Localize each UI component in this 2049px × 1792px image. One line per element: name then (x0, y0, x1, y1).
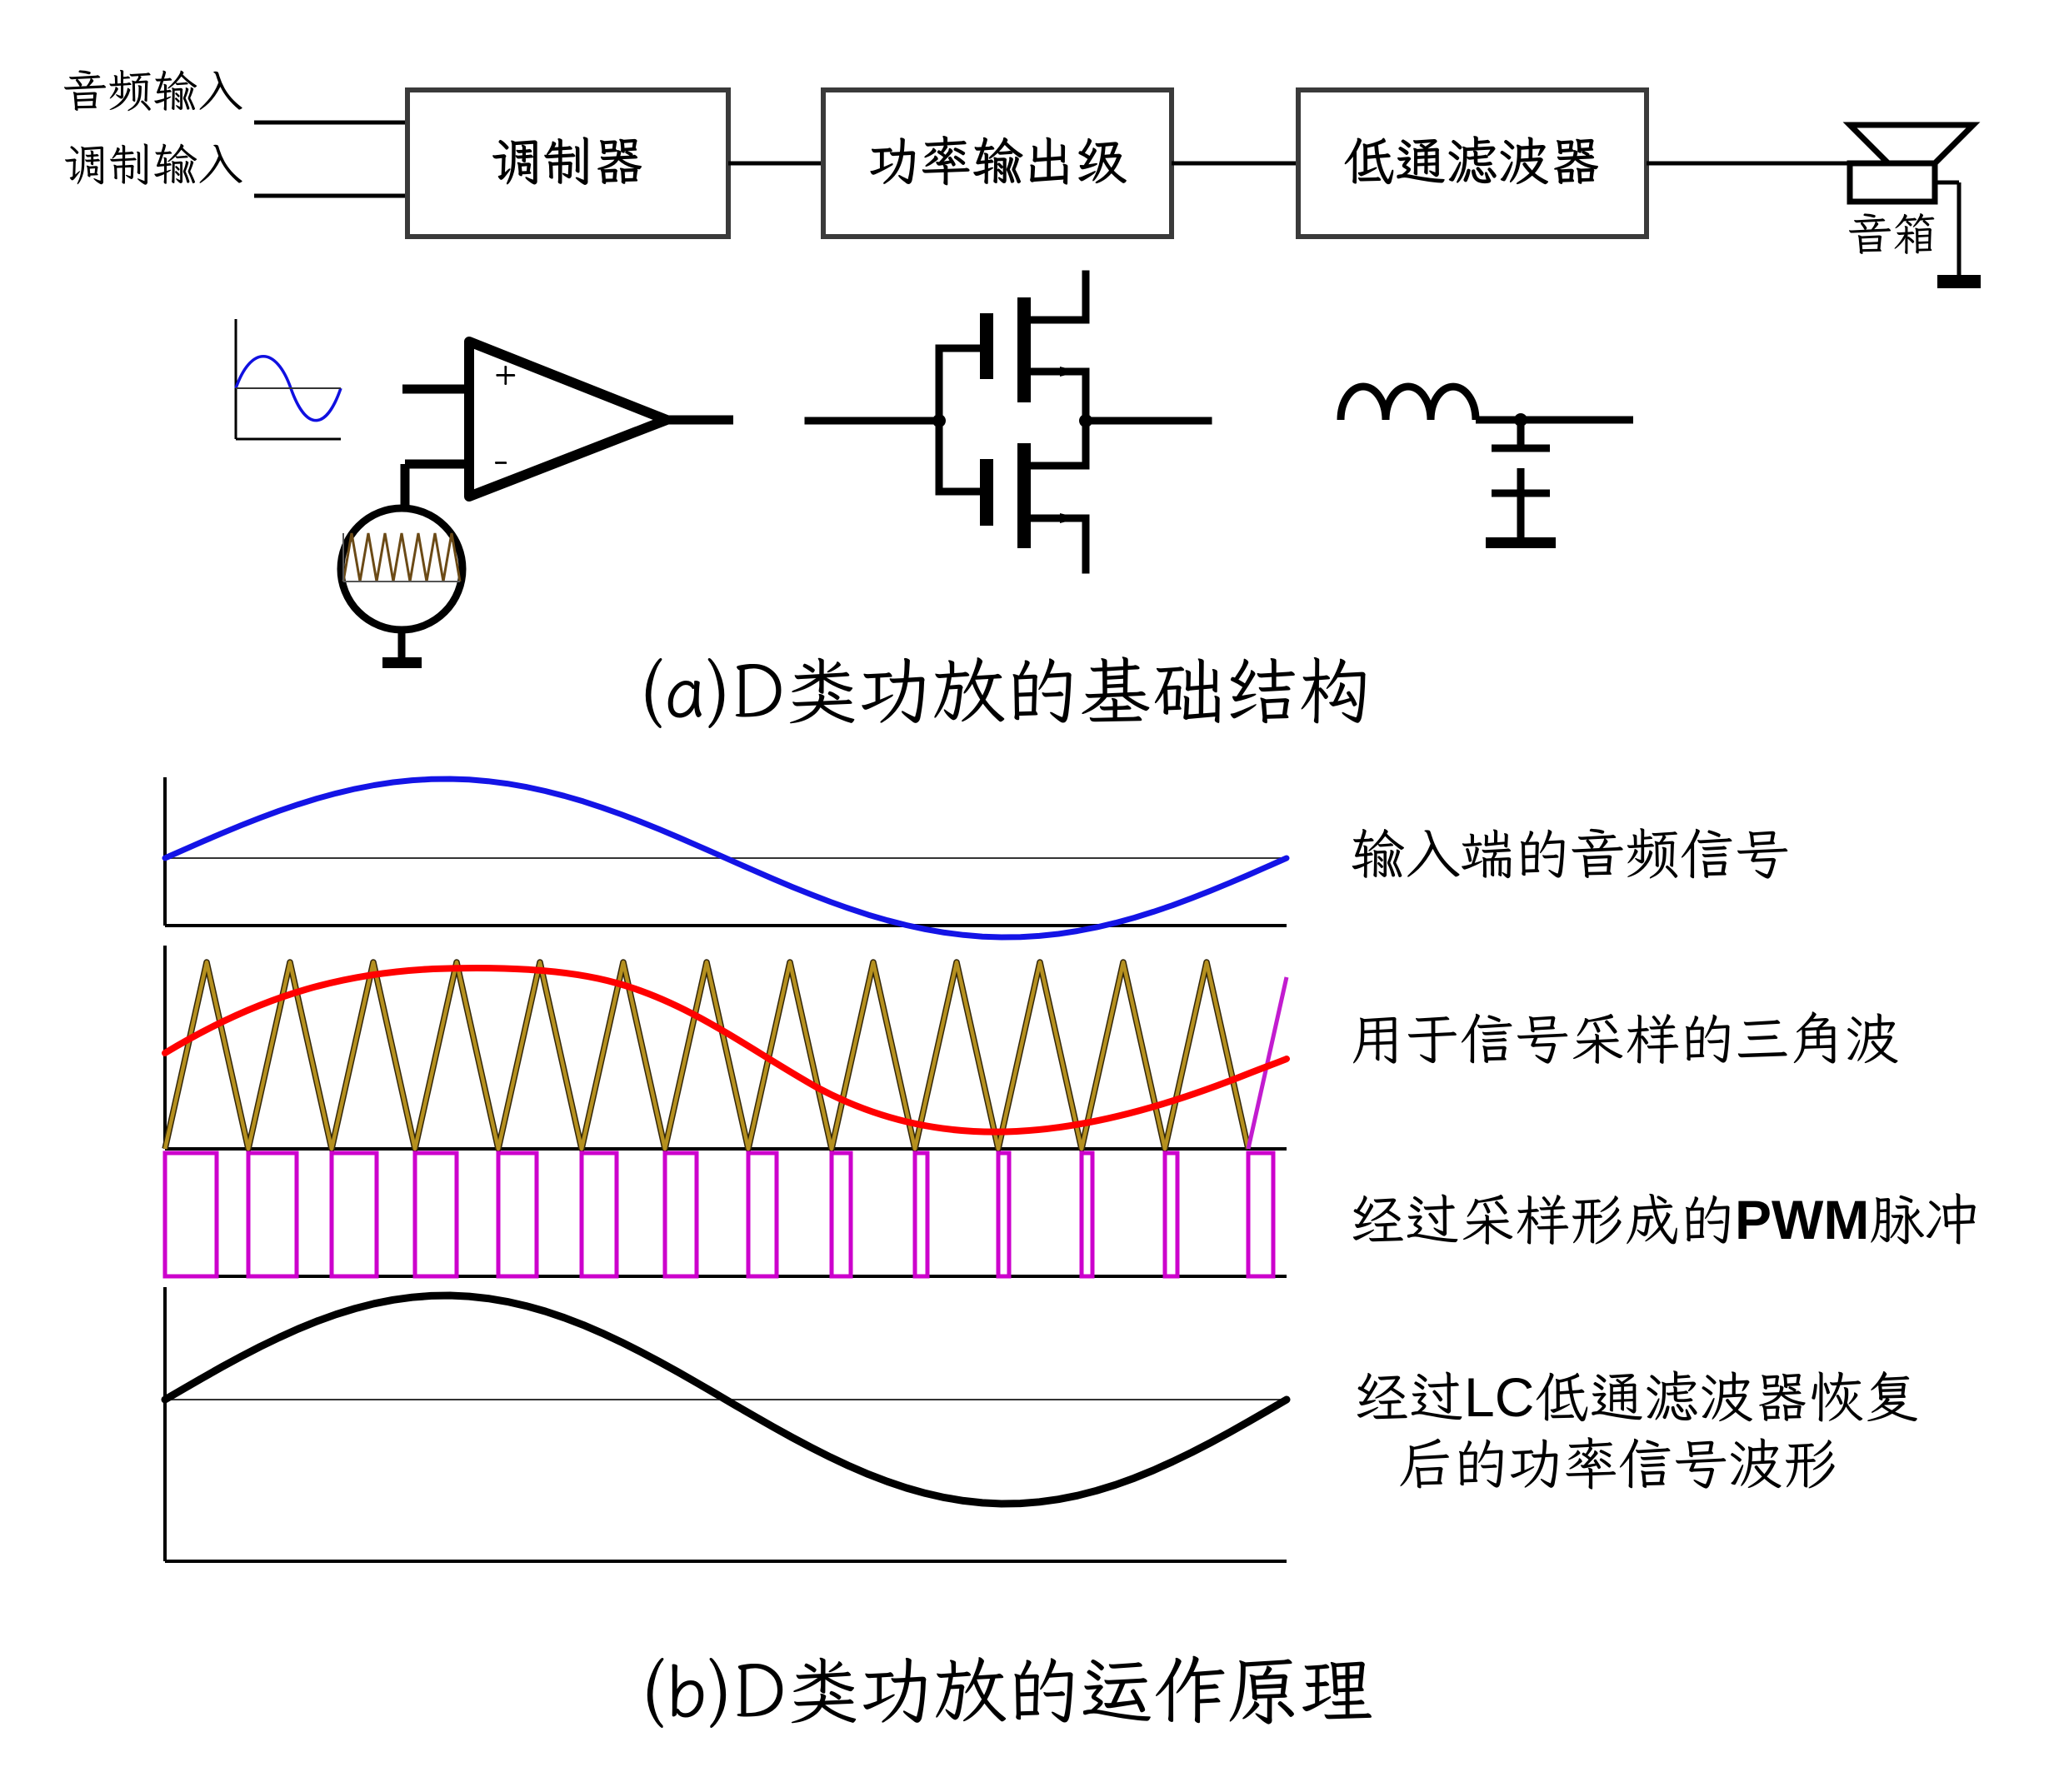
svg-text:用于信号采样的三角波: 用于信号采样的三角波 (1350, 1001, 1900, 1074)
svg-text:输入端的音频信号: 输入端的音频信号 (1350, 816, 1790, 889)
svg-text:调制器: 调制器 (490, 126, 645, 194)
svg-text:(a)D类功放的基础结构: (a)D类功放的基础结构 (638, 641, 1372, 738)
svg-text:−: − (494, 434, 507, 484)
svg-text:功率输出级: 功率输出级 (868, 126, 1127, 194)
svg-text:音频输入: 音频输入 (62, 61, 242, 120)
svg-text:后的功率信号波形: 后的功率信号波形 (1398, 1426, 1838, 1499)
svg-text:(b)D类功放的运作原理: (b)D类功放的运作原理 (640, 1641, 1373, 1738)
svg-text:调制输入: 调制输入 (62, 134, 242, 193)
svg-text:低通滤波器: 低通滤波器 (1343, 126, 1602, 194)
svg-text:+: + (494, 347, 517, 397)
svg-text:音箱: 音箱 (1847, 204, 1937, 263)
svg-text:经过LC低通滤波器恢复: 经过LC低通滤波器恢复 (1354, 1360, 1919, 1432)
svg-text:经过采样形成的PWM脉冲: 经过采样形成的PWM脉冲 (1350, 1182, 1979, 1255)
